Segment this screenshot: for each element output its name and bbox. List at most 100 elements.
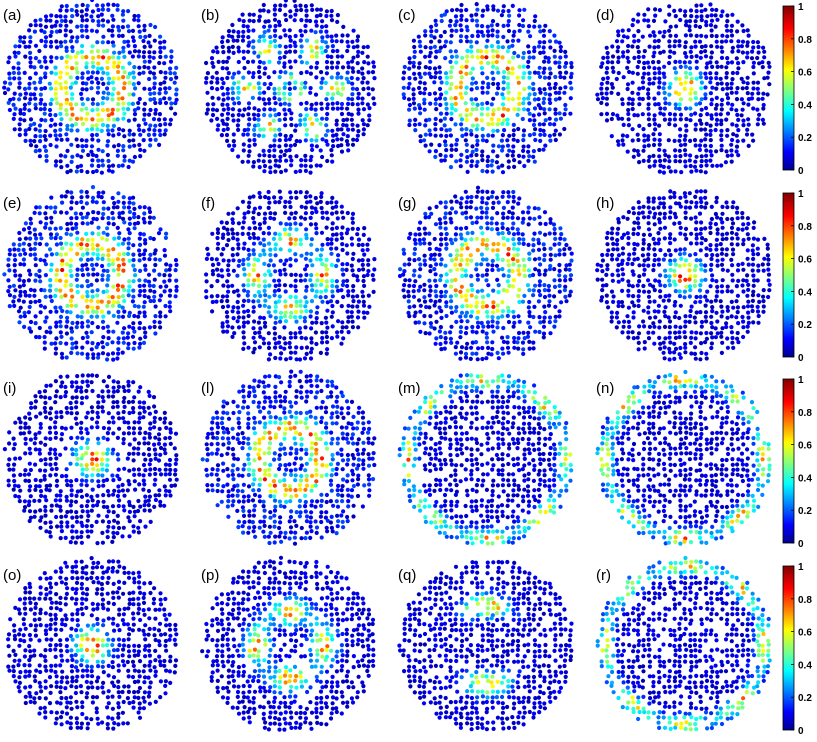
site-dot — [303, 267, 308, 272]
site-dot — [439, 347, 444, 352]
site-dot — [449, 206, 455, 211]
site-dot — [341, 215, 346, 220]
site-dot — [641, 127, 646, 132]
site-dot — [172, 71, 177, 76]
site-dot — [330, 159, 335, 164]
site-dot — [463, 138, 468, 143]
site-dot — [421, 237, 426, 242]
site-dot — [506, 165, 511, 170]
site-dot — [33, 149, 38, 154]
site-dot — [112, 60, 117, 65]
site-dot — [90, 97, 96, 102]
site-dot — [511, 262, 516, 267]
site-dot — [230, 96, 235, 101]
site-dot — [689, 169, 694, 174]
site-dot — [662, 215, 667, 220]
site-dot — [106, 273, 111, 279]
site-dot — [417, 61, 422, 66]
site-dot — [74, 215, 79, 221]
site-dot — [443, 211, 448, 216]
site-dot — [543, 232, 548, 237]
site-dot — [351, 137, 356, 142]
site-dot — [294, 8, 299, 13]
site-dot — [256, 320, 261, 325]
site-dot — [411, 96, 416, 101]
site-dot — [506, 263, 511, 268]
site-dot — [69, 200, 74, 205]
site-dot — [616, 91, 621, 96]
site-dot — [266, 86, 271, 91]
site-dot — [116, 295, 121, 300]
site-dot — [289, 272, 294, 277]
site-dot — [699, 220, 704, 225]
site-dot — [121, 257, 126, 262]
site-dot — [221, 232, 226, 237]
site-dot — [84, 231, 89, 236]
site-dot — [672, 8, 677, 13]
site-dot — [610, 85, 615, 90]
site-dot — [494, 59, 499, 65]
site-dot — [433, 75, 438, 80]
site-dot — [761, 91, 766, 96]
site-dot — [100, 319, 106, 324]
site-dot — [53, 86, 58, 92]
site-dot — [538, 29, 543, 34]
site-dot — [242, 86, 247, 91]
site-dot — [756, 263, 761, 268]
site-dot — [693, 263, 699, 269]
site-dot — [162, 248, 167, 253]
site-dot — [235, 237, 240, 242]
site-dot — [283, 272, 288, 277]
site-dot — [283, 299, 288, 304]
site-dot — [148, 123, 153, 128]
site-dot — [678, 112, 684, 117]
site-dot — [117, 215, 122, 220]
site-dot — [58, 29, 63, 34]
site-dot — [288, 9, 293, 14]
site-dot — [96, 163, 101, 169]
site-dot — [106, 336, 111, 341]
site-dot — [292, 142, 298, 147]
site-dot — [345, 70, 350, 75]
site-dot — [496, 70, 501, 75]
site-dot — [80, 87, 85, 92]
site-dot — [355, 76, 360, 81]
site-dot — [80, 148, 86, 153]
site-dot — [116, 191, 121, 196]
site-dot — [346, 65, 351, 70]
site-dot — [69, 242, 74, 247]
site-dot — [329, 85, 334, 91]
site-dot — [459, 253, 464, 258]
site-dot — [407, 76, 412, 81]
site-dot — [100, 7, 105, 12]
site-dot — [667, 85, 672, 90]
site-dot — [2, 90, 8, 96]
site-dot — [474, 267, 479, 272]
site-dot — [74, 345, 79, 350]
site-dot — [443, 200, 448, 205]
site-dot — [762, 49, 767, 54]
site-dot — [70, 112, 75, 117]
site-dot — [470, 18, 475, 23]
site-dot — [42, 86, 48, 91]
site-dot — [361, 267, 366, 272]
site-dot — [531, 293, 536, 298]
site-dot — [365, 247, 370, 252]
site-dot — [58, 153, 64, 158]
site-dot — [258, 8, 263, 13]
site-dot — [698, 196, 703, 201]
site-dot — [640, 210, 645, 215]
site-dot — [520, 299, 526, 304]
site-dot — [455, 267, 460, 272]
site-dot — [138, 34, 143, 40]
site-dot — [725, 86, 730, 91]
site-dot — [257, 65, 262, 70]
site-dot — [620, 28, 625, 33]
site-dot — [367, 106, 372, 111]
site-dot — [299, 163, 304, 168]
site-dot — [73, 122, 79, 127]
site-dot — [293, 288, 299, 293]
site-dot — [746, 262, 751, 267]
site-dot — [257, 153, 262, 158]
site-dot — [496, 144, 501, 149]
